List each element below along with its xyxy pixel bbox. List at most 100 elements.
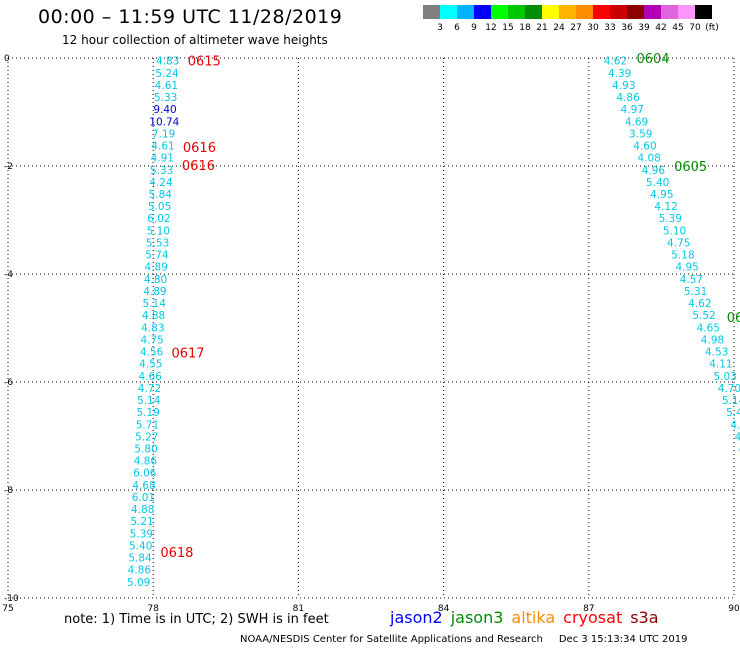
- map-grid: [7, 57, 735, 599]
- legend-swatch: [423, 5, 440, 19]
- wave-height-value: 4.80: [144, 274, 167, 286]
- wave-height-value: 5.33: [154, 92, 177, 104]
- lat-tick-label: -10: [4, 594, 19, 604]
- legend-swatch: [695, 5, 712, 19]
- legend-label: 39: [638, 23, 650, 33]
- wave-height-value: 4.72: [138, 383, 161, 395]
- legend-swatch: [457, 5, 474, 19]
- lon-tick-label: 81: [293, 604, 304, 614]
- legend-label: 9: [471, 23, 477, 33]
- wave-height-value: 5.14: [722, 395, 740, 407]
- wave-height-value: 5.40: [129, 540, 152, 552]
- legend-label: 24: [553, 23, 565, 33]
- wave-height-value: 10.74: [149, 116, 179, 128]
- wave-height-value: 4.55: [139, 359, 162, 371]
- wave-height-value: 5.27: [135, 431, 158, 443]
- legend-swatch: [627, 5, 644, 19]
- wave-height-value: 4.88: [131, 504, 154, 516]
- wave-height-value: 5.53: [146, 237, 169, 249]
- wave-height-value: 4.61: [155, 80, 178, 92]
- wave-height-value: 3.59: [629, 128, 652, 140]
- wave-height-value: 5.52: [692, 310, 715, 322]
- legend-swatch: [559, 5, 576, 19]
- wave-height-value: 5.84: [149, 189, 173, 201]
- wave-height-value: 5.05: [148, 201, 171, 213]
- satellite-legend-item: jason3: [450, 608, 504, 627]
- legend-swatch: [440, 5, 457, 19]
- wave-height-value: 5.39: [130, 528, 153, 540]
- footer-note: note: 1) Time is in UTC; 2) SWH is in fe…: [64, 612, 329, 627]
- legend-label: 30: [587, 23, 599, 33]
- wave-height-value: 4.83: [141, 322, 164, 334]
- lat-tick-label: -4: [4, 270, 13, 280]
- wave-height-value: 4.69: [625, 116, 648, 128]
- wave-height-value: 5.74: [145, 250, 169, 262]
- wave-height-value: 4.68: [132, 480, 155, 492]
- track-time-label: 0605: [674, 160, 707, 175]
- legend-label: 21: [536, 23, 548, 33]
- wave-height-value: 4.86: [128, 565, 152, 577]
- legend-swatch: [593, 5, 610, 19]
- legend-label: 33: [604, 23, 616, 33]
- lat-tick-label: -8: [4, 486, 13, 496]
- wave-height-value: 9.40: [153, 104, 176, 116]
- wave-height-value: 6.01: [132, 492, 155, 504]
- satellite-legend: jason2 jason3 altika cryosat s3a: [390, 608, 667, 627]
- legend-swatch: [508, 5, 525, 19]
- track-1: 4.835.244.615.339.4010.747.194.614.915.3…: [127, 55, 221, 589]
- wave-height-value: 4.93: [612, 80, 635, 92]
- lon-tick-label: 87: [583, 604, 594, 614]
- wave-height-value: 6.02: [147, 213, 170, 225]
- wave-height-value: 5.10: [663, 225, 686, 237]
- legend-swatch: [678, 5, 695, 19]
- lon-tick-label: 78: [147, 604, 159, 614]
- wave-height-value: 4.93: [730, 419, 740, 431]
- wave-height-value: 4.62: [604, 56, 627, 68]
- page-subtitle: 12 hour collection of altimeter wave hei…: [62, 33, 328, 47]
- legend-swatch: [610, 5, 627, 19]
- track-time-label: 0616: [182, 159, 215, 174]
- track-time-label: 0604: [636, 52, 669, 67]
- wave-height-value: 4.95: [650, 189, 673, 201]
- lon-tick-label: 84: [438, 604, 450, 614]
- wave-height-value: 4.86: [616, 92, 640, 104]
- wave-height-value: 5.39: [659, 213, 682, 225]
- wave-height-value: 4.28: [735, 431, 740, 443]
- wave-height-value: 4.75: [667, 237, 690, 249]
- satellite-legend-item: cryosat: [563, 608, 623, 627]
- legend-label: 12: [485, 23, 497, 33]
- wave-height-value: 4.89: [143, 286, 166, 298]
- lon-tick-label: 90: [728, 604, 740, 614]
- legend-swatch: [525, 5, 542, 19]
- wave-height-value: 4.62: [688, 298, 711, 310]
- legend-label: 70: [689, 23, 701, 33]
- wave-height-value: 4.89: [145, 262, 168, 274]
- wave-height-value: 4.08: [637, 153, 660, 165]
- legend-swatch: [474, 5, 491, 19]
- wave-height-value: 5.31: [684, 286, 707, 298]
- satellite-legend-item: s3a: [630, 608, 659, 627]
- wave-height-value: 5.40: [646, 177, 669, 189]
- legend-swatch: [576, 5, 593, 19]
- wave-height-value: 4.61: [151, 141, 174, 153]
- track-time-label: 0616: [183, 141, 216, 156]
- wave-height-value: 4.66: [138, 371, 162, 383]
- wave-height-value: 4.97: [621, 104, 644, 116]
- satellite-legend-item: altika: [511, 608, 556, 627]
- wave-height-value: 5.21: [130, 516, 153, 528]
- wave-height-value: 4.53: [705, 347, 728, 359]
- legend-label: 3: [437, 23, 443, 33]
- wave-height-value: 4.65: [697, 322, 720, 334]
- wave-height-value: 4.39: [608, 68, 631, 80]
- legend-swatch: [542, 5, 559, 19]
- wave-height-value: 4.12: [654, 201, 677, 213]
- wave-height-value: 4.56: [140, 347, 164, 359]
- legend-swatch: [491, 5, 508, 19]
- wave-height-value: 5.33: [150, 165, 173, 177]
- satellite-legend-item: jason2: [390, 608, 443, 627]
- track-time-label: 0618: [160, 546, 193, 561]
- legend-label: 18: [519, 23, 531, 33]
- wave-height-value: 5.18: [671, 250, 694, 262]
- wave-height-value: 4.11: [709, 359, 732, 371]
